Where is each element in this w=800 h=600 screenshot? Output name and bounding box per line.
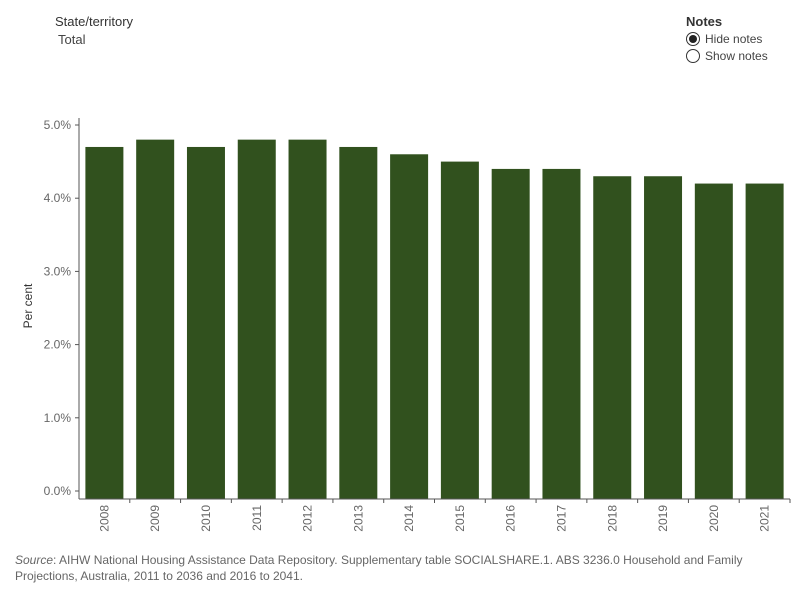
show-notes-label: Show notes: [705, 48, 768, 63]
source-label: Source: [15, 553, 54, 567]
y-tick-label: 2.0%: [44, 338, 72, 352]
bar-2014[interactable]: [390, 154, 429, 499]
show-notes-option[interactable]: Show notes: [686, 47, 768, 64]
bar-2020[interactable]: [694, 183, 733, 499]
y-tick-label: 1.0%: [44, 411, 72, 425]
x-tick-label: 2016: [504, 505, 518, 532]
radio-unselected-icon[interactable]: [686, 48, 700, 63]
notes-title: Notes: [686, 14, 723, 29]
filter-label: State/territory: [55, 14, 134, 29]
y-axis-title: Per cent: [21, 283, 35, 328]
hide-notes-label: Hide notes: [705, 31, 763, 46]
x-tick-label: 2014: [402, 505, 416, 532]
x-tick-label: 2020: [707, 505, 721, 532]
bar-2019[interactable]: [644, 176, 683, 500]
bar-2011[interactable]: [237, 139, 276, 499]
x-tick-label: 2015: [453, 505, 467, 532]
source-text: : AIHW National Housing Assistance Data …: [15, 553, 743, 583]
source-note: Source: AIHW National Housing Assistance…: [15, 552, 785, 584]
bars: [85, 139, 784, 500]
bar-2010[interactable]: [186, 146, 225, 499]
x-tick-label: 2009: [148, 505, 162, 532]
notes-toggle: Notes Hide notes Show notes: [686, 14, 768, 64]
x-tick-label: 2021: [758, 505, 772, 532]
y-tick-label: 4.0%: [44, 191, 72, 205]
x-tick-label: 2013: [351, 505, 365, 532]
x-tick-label: 2010: [199, 505, 213, 532]
y-tick-label: 0.0%: [44, 484, 72, 498]
y-axis: 0.0% 1.0% 2.0% 3.0% 4.0% 5.0%: [44, 118, 80, 499]
bar-2018[interactable]: [593, 176, 632, 500]
x-tick-label: 2018: [605, 505, 619, 532]
bar-2013[interactable]: [339, 146, 378, 499]
x-tick-label: 2019: [656, 505, 670, 532]
filter-value[interactable]: Total: [58, 32, 86, 47]
x-tick-label: 2012: [301, 505, 315, 532]
x-axis: 2008 2009 2010 2011 2012 2013 2014 2015 2016 2017…: [79, 498, 791, 532]
radio-selected-icon[interactable]: [686, 31, 700, 46]
bar-2016[interactable]: [491, 168, 530, 500]
x-tick-label: 2008: [97, 505, 111, 532]
hide-notes-option[interactable]: Hide notes: [686, 30, 768, 47]
x-tick-label: 2011: [250, 505, 264, 531]
y-tick-label: 5.0%: [44, 118, 72, 132]
bar-2009[interactable]: [136, 139, 175, 499]
bar-chart: 0.0% 1.0% 2.0% 3.0% 4.0% 5.0% 2008 2009 2010 201…: [21, 118, 791, 532]
y-tick-label: 3.0%: [44, 264, 72, 278]
bar-2021[interactable]: [745, 183, 784, 499]
bar-2008[interactable]: [85, 146, 124, 499]
x-tick-label: 2017: [554, 505, 568, 532]
bar-2012[interactable]: [288, 139, 327, 499]
bar-2015[interactable]: [440, 161, 479, 499]
bar-2017[interactable]: [542, 168, 581, 500]
state-territory-filter[interactable]: State/territory Total: [55, 14, 133, 48]
